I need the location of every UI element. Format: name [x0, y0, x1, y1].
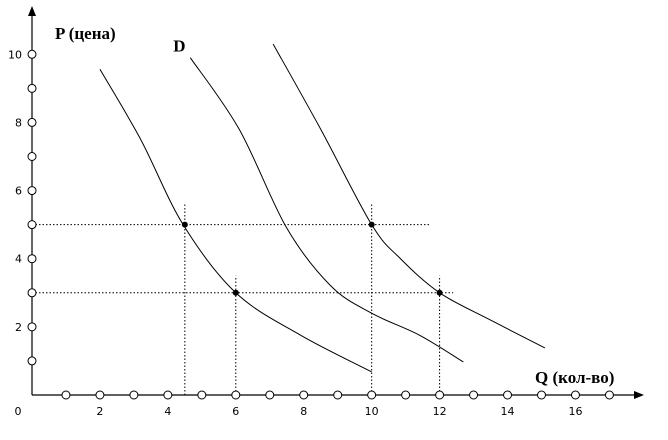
x-tick-label: 16: [568, 405, 582, 418]
equilibrium-point: [368, 221, 375, 228]
y-tick: [27, 117, 37, 127]
y-minor-tick: [27, 152, 37, 162]
x-tick-label: 4: [164, 405, 171, 418]
demand-curve: [189, 57, 464, 363]
y-minor-tick: [27, 356, 37, 366]
y-minor-tick: [27, 220, 37, 230]
y-tick-label: 4: [15, 253, 22, 266]
x-minor-tick: [333, 390, 343, 400]
y-tick-label: 8: [15, 116, 22, 129]
x-tick-label: 8: [300, 405, 307, 418]
x-tick: [503, 390, 513, 400]
x-minor-tick: [265, 390, 275, 400]
y-tick-label: 2: [15, 321, 22, 334]
x-tick-label: 12: [433, 405, 447, 418]
x-minor-tick: [604, 390, 614, 400]
y-minor-tick: [27, 288, 37, 298]
x-tick: [435, 390, 445, 400]
y-tick: [27, 254, 37, 264]
x-tick-label: 2: [96, 405, 103, 418]
x-tick-label: 10: [365, 405, 379, 418]
equilibrium-point: [181, 221, 188, 228]
x-tick: [231, 390, 241, 400]
x-tick-label: 6: [232, 405, 239, 418]
x-axis-label: Q (кол-во): [535, 368, 614, 387]
y-tick: [27, 186, 37, 196]
x-arrow: [634, 391, 644, 399]
equilibrium-point: [436, 289, 443, 296]
y-minor-tick: [27, 83, 37, 93]
y-tick: [27, 49, 37, 59]
x-tick: [163, 390, 173, 400]
x-tick: [570, 390, 580, 400]
x-tick: [95, 390, 105, 400]
x-minor-tick: [129, 390, 139, 400]
x-minor-tick: [61, 390, 71, 400]
curve-label: D: [173, 37, 185, 56]
y-tick-label: 10: [8, 48, 22, 61]
x-minor-tick: [536, 390, 546, 400]
demand-curve: [272, 43, 546, 349]
x-tick-label: 0: [15, 405, 22, 418]
y-axis-label: P (цена): [55, 24, 116, 43]
equilibrium-point: [232, 289, 239, 296]
x-tick-label: 14: [501, 405, 515, 418]
x-tick: [299, 390, 309, 400]
demand-curve: [99, 69, 372, 373]
x-minor-tick: [401, 390, 411, 400]
x-minor-tick: [197, 390, 207, 400]
y-tick-label: 6: [15, 185, 22, 198]
y-arrow: [28, 6, 36, 16]
x-tick: [367, 390, 377, 400]
y-tick: [27, 322, 37, 332]
x-minor-tick: [469, 390, 479, 400]
